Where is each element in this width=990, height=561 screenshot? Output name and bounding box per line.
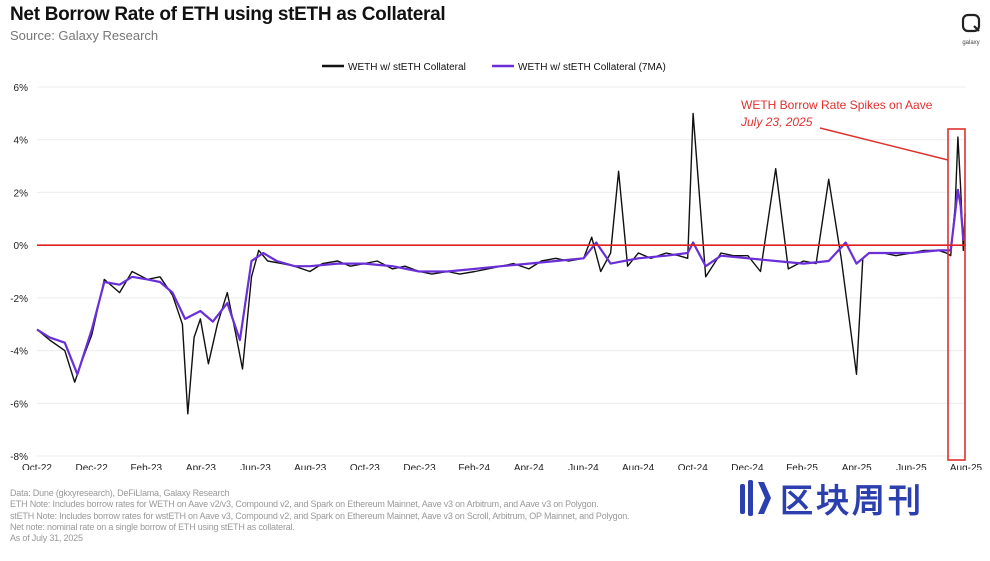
y-tick-label: 6%	[14, 83, 29, 94]
watermark-text: 区块周刊	[780, 482, 924, 519]
x-tick-label: Jun-25	[896, 463, 927, 470]
galaxy-logo-icon	[961, 13, 981, 33]
annotation-title: WETH Borrow Rate Spikes on Aave	[741, 98, 933, 112]
chart-title: Net Borrow Rate of ETH using stETH as Co…	[10, 4, 446, 25]
footnote-eth: ETH Note: Includes borrow rates for WETH…	[10, 499, 599, 510]
annotation-date: July 23, 2025	[740, 115, 813, 129]
x-tick-label: Apr-25	[842, 463, 872, 470]
x-tick-label: Oct-22	[22, 463, 52, 470]
legend: WETH w/ stETH Collateral WETH w/ stETH C…	[322, 62, 666, 73]
footnote-net: Net note: nominal rate on a single borro…	[10, 521, 295, 532]
watermark-logo-icon	[740, 480, 771, 516]
x-tick-label: Oct-24	[678, 463, 708, 470]
x-tick-label: Oct-23	[350, 463, 380, 470]
y-tick-label: -6%	[10, 399, 28, 410]
line-chart: 6% 4% 2% 0% -2% -4% -6% -8% Oct-22 Dec-22 Feb-23 A…	[10, 62, 983, 470]
x-tick-label: Dec-24	[731, 463, 764, 470]
y-tick-label: -2%	[10, 294, 28, 305]
y-axis: 6% 4% 2% 0% -2% -4% -6% -8%	[10, 83, 28, 463]
x-tick-label: Aug-23	[294, 463, 327, 470]
legend-label-daily: WETH w/ stETH Collateral	[348, 62, 466, 73]
galaxy-logo: galaxy	[958, 12, 984, 46]
x-tick-label: Aug-24	[622, 463, 655, 470]
x-tick-label: Dec-22	[76, 463, 109, 470]
x-tick-label: Feb-23	[130, 463, 162, 470]
x-tick-label: Jun-23	[240, 463, 271, 470]
footnote-steth: stETH Note: Includes borrow rates for ws…	[10, 510, 630, 521]
series-line-7ma	[36, 188, 967, 376]
x-axis: Oct-22 Dec-22 Feb-23 Apr-23 Jun-23 Aug-23 Oct-…	[22, 463, 983, 470]
legend-label-7ma: WETH w/ stETH Collateral (7MA)	[518, 62, 666, 73]
y-tick-label: 4%	[14, 136, 29, 147]
galaxy-logo-text: galaxy	[962, 40, 980, 46]
annotation-highlight-box	[947, 128, 966, 461]
x-tick-label: Dec-23	[403, 463, 436, 470]
y-gridlines	[37, 86, 966, 457]
footnotes: Data: Dune (gkxyresearch), DeFiLlama, Ga…	[10, 488, 630, 544]
watermark: 区块周刊	[738, 474, 924, 522]
x-tick-label: Apr-23	[186, 463, 216, 470]
x-tick-label: Feb-25	[786, 463, 818, 470]
x-tick-label: Apr-24	[514, 463, 544, 470]
y-tick-label: 2%	[14, 188, 29, 199]
annotation-pointer-line	[819, 127, 949, 161]
spike-annotation: WETH Borrow Rate Spikes on Aave July 23,…	[740, 98, 966, 461]
footnote-data-source: Data: Dune (gkxyresearch), DeFiLlama, Ga…	[10, 488, 230, 498]
x-tick-label: Jun-24	[568, 463, 599, 470]
footnote-asof: As of July 31, 2025	[10, 533, 83, 544]
x-tick-label: Aug-25	[950, 463, 983, 470]
y-tick-label: -8%	[10, 452, 28, 463]
y-tick-label: 0%	[14, 241, 29, 252]
y-tick-label: -4%	[10, 347, 28, 358]
x-tick-label: Feb-24	[458, 463, 490, 470]
chart-subtitle: Source: Galaxy Research	[10, 28, 159, 43]
series-layer	[36, 112, 967, 415]
series-line-daily	[36, 112, 966, 415]
